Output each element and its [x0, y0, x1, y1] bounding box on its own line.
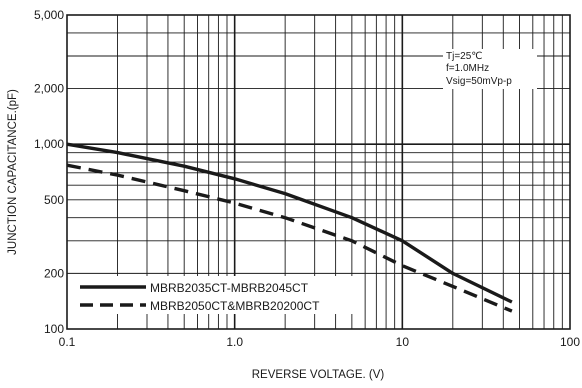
- x-tick-label: 100: [560, 335, 580, 349]
- x-tick-label: 10: [396, 335, 410, 349]
- y-tick-label: 500: [44, 193, 64, 207]
- legend-label-solid: MBRB2035CT-MBRB2045CT: [150, 281, 309, 295]
- x-axis-title: REVERSE VOLTAGE. (V): [252, 369, 385, 381]
- annotation-box: Tj=25℃ f=1.0MHz Vsig=50mVp-p: [443, 49, 537, 89]
- series-line-solid: [66, 142, 513, 304]
- tick-labels: 0.1 1.0 10 100 100 200 500 1,000 2,000 5,000: [34, 8, 580, 349]
- grid: [67, 15, 570, 329]
- y-tick-label: 100: [44, 322, 64, 336]
- y-tick-label: 5,000: [34, 8, 64, 22]
- y-tick-label: 2,000: [34, 82, 64, 96]
- annotation-background: [443, 49, 537, 89]
- annotation-line-temp: Tj=25℃: [446, 51, 483, 62]
- legend-background: [75, 276, 359, 314]
- annotation-line-freq: f=1.0MHz: [446, 63, 489, 74]
- x-tick-label: 1.0: [226, 335, 243, 349]
- y-axis-title: JUNCTION CAPACITANCE.(pF): [7, 89, 19, 255]
- y-tick-label: 200: [44, 266, 64, 280]
- legend-label-dashed: MBRB2050CT&MBRB20200CT: [150, 299, 320, 313]
- y-tick-label: 1,000: [34, 137, 64, 151]
- series-line-dashed: [66, 163, 513, 313]
- plot-frame: [66, 14, 571, 330]
- annotation-line-vsig: Vsig=50mVp-p: [446, 76, 512, 87]
- legend: MBRB2035CT-MBRB2045CT MBRB2050CT&MBRB202…: [75, 276, 359, 314]
- series-group: [66, 142, 513, 313]
- x-tick-label: 0.1: [59, 335, 76, 349]
